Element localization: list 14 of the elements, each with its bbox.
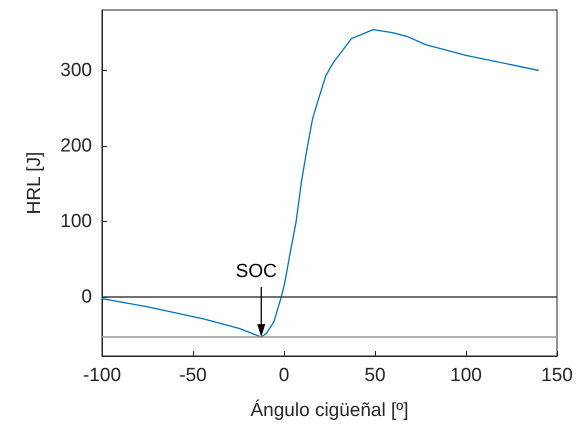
y-tick-label: 0 <box>81 286 92 308</box>
x-tick-label: -100 <box>82 365 122 386</box>
x-tick-label: 100 <box>450 365 482 386</box>
annotation: SOC <box>236 261 277 282</box>
x-tick-label: 50 <box>364 365 386 386</box>
line-series <box>101 28 540 338</box>
x-tick-label: 0 <box>278 365 290 386</box>
y-axis-title: HRL [J] <box>24 152 45 214</box>
x-axis-title: Ángulo cigüeñal [º] <box>250 399 408 421</box>
y-tick-label: 200 <box>60 135 92 156</box>
x-tick-label: -50 <box>179 365 207 386</box>
y-tick-label: 100 <box>60 211 92 232</box>
y-tick-label: 300 <box>60 60 92 81</box>
x-tick-label: 150 <box>541 365 573 386</box>
